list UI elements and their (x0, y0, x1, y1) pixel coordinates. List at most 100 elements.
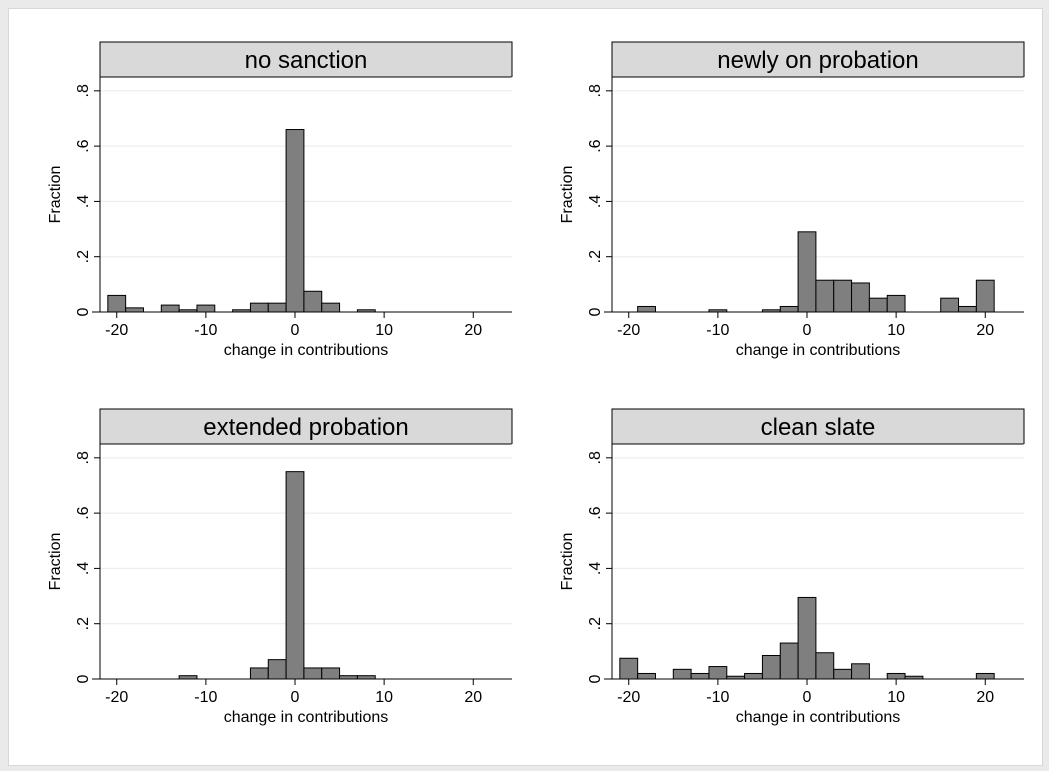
histogram-bar (886, 294, 906, 313)
panel-title: newly on probation (717, 47, 918, 74)
histogram-bar (637, 672, 656, 680)
y-tick-label: .2 (75, 250, 92, 263)
y-tick-label: .8 (587, 451, 604, 464)
histogram-bar (851, 282, 870, 313)
histogram-bar (321, 667, 341, 680)
x-axis-title: change in contributions (224, 342, 389, 359)
y-axis-title: Fraction (559, 166, 576, 224)
y-axis-title: Fraction (559, 533, 576, 591)
x-tick-label: 10 (887, 322, 905, 339)
panel-title: no sanction (245, 47, 368, 74)
y-tick-label: .4 (75, 195, 92, 208)
histogram-bar (267, 302, 287, 313)
x-tick-label: 0 (291, 689, 300, 706)
panel-header (611, 408, 1025, 445)
panel-1: no sanction 0 .2 .4 .6 .8 Fraction -20 -10 0 10 20 c… (47, 41, 513, 359)
x-tick-label: -20 (105, 689, 128, 706)
histogram-bar (833, 279, 853, 313)
histogram-bar (303, 667, 323, 680)
y-tick-label: 0 (75, 307, 92, 316)
y-axis-title: Fraction (47, 533, 64, 591)
panel-header (99, 408, 513, 445)
y-tick-label: .2 (75, 617, 92, 630)
histogram-bar (249, 667, 269, 680)
histogram-bar (690, 672, 710, 680)
panel-header (611, 41, 1025, 78)
y-tick-label: .8 (587, 84, 604, 97)
histogram-bar (303, 290, 323, 313)
histogram-bar (958, 305, 977, 313)
histogram-bar (833, 668, 853, 680)
y-tick-label: .6 (587, 139, 604, 152)
histogram-bar (285, 129, 305, 313)
graph-region (8, 8, 1043, 766)
histogram-bar (851, 663, 870, 680)
histogram-bar (815, 652, 835, 680)
panel-title: clean slate (761, 414, 876, 441)
x-tick-label: 0 (291, 322, 300, 339)
x-axis-title: change in contributions (736, 342, 901, 359)
panel-header (99, 41, 513, 78)
histogram-bar (975, 672, 995, 680)
histogram-bar (886, 672, 906, 680)
x-tick-label: -10 (706, 689, 729, 706)
y-tick-label: .4 (587, 195, 604, 208)
histogram-bar (285, 471, 305, 680)
y-tick-label: .4 (587, 562, 604, 575)
y-tick-label: 0 (587, 674, 604, 683)
x-tick-label: 10 (375, 322, 393, 339)
x-tick-label: 20 (464, 322, 482, 339)
histogram-bar (744, 672, 763, 680)
x-tick-label: -20 (105, 322, 128, 339)
y-tick-label: .6 (75, 506, 92, 519)
histogram-bar (815, 279, 835, 313)
y-tick-label: .6 (587, 506, 604, 519)
y-tick-label: .2 (587, 250, 604, 263)
x-tick-label: 0 (803, 689, 812, 706)
panel-title: extended probation (203, 414, 409, 441)
panel-2: newly on probation 0 .2 .4 .6 .8 Fraction -20 -1… (559, 41, 1025, 359)
y-tick-label: .6 (75, 139, 92, 152)
histogram-bar (196, 304, 216, 313)
histogram-bar (125, 307, 144, 313)
y-tick-label: 0 (587, 307, 604, 316)
x-tick-label: 10 (887, 689, 905, 706)
x-tick-label: 20 (976, 322, 994, 339)
y-tick-label: .4 (75, 562, 92, 575)
histogram-bar (249, 302, 269, 313)
histogram-bar (107, 294, 127, 313)
y-tick-label: .2 (587, 617, 604, 630)
histogram-bar (321, 302, 341, 313)
x-tick-label: 0 (803, 322, 812, 339)
x-tick-label: 20 (976, 689, 994, 706)
y-tick-label: .8 (75, 451, 92, 464)
x-tick-label: -10 (706, 322, 729, 339)
histogram-bar (637, 305, 656, 313)
x-tick-label: 20 (464, 689, 482, 706)
x-axis-title: change in contributions (224, 709, 389, 726)
histogram-bar (160, 304, 180, 313)
y-tick-label: 0 (75, 674, 92, 683)
x-tick-label: -10 (194, 322, 217, 339)
y-axis-title: Fraction (47, 166, 64, 224)
panel-4: clean slate 0 .2 .4 .6 .8 Fraction -20 -10 0 10 20 c… (559, 408, 1025, 726)
x-axis-title: change in contributions (736, 709, 901, 726)
histogram-bar (267, 659, 287, 680)
histogram-bar (940, 297, 960, 313)
histogram-bar (619, 657, 639, 680)
histogram-bar (797, 231, 817, 313)
histogram-bar (868, 297, 888, 313)
histogram-bar (779, 642, 799, 680)
histogram-bar (975, 279, 995, 313)
x-tick-label: -20 (617, 322, 640, 339)
x-tick-label: 10 (375, 689, 393, 706)
y-tick-label: .8 (75, 84, 92, 97)
histogram-bar (708, 666, 728, 680)
histogram-bar (797, 596, 817, 680)
histogram-bar (672, 668, 692, 680)
x-tick-label: -20 (617, 689, 640, 706)
histogram-bar (761, 655, 781, 680)
x-tick-label: -10 (194, 689, 217, 706)
